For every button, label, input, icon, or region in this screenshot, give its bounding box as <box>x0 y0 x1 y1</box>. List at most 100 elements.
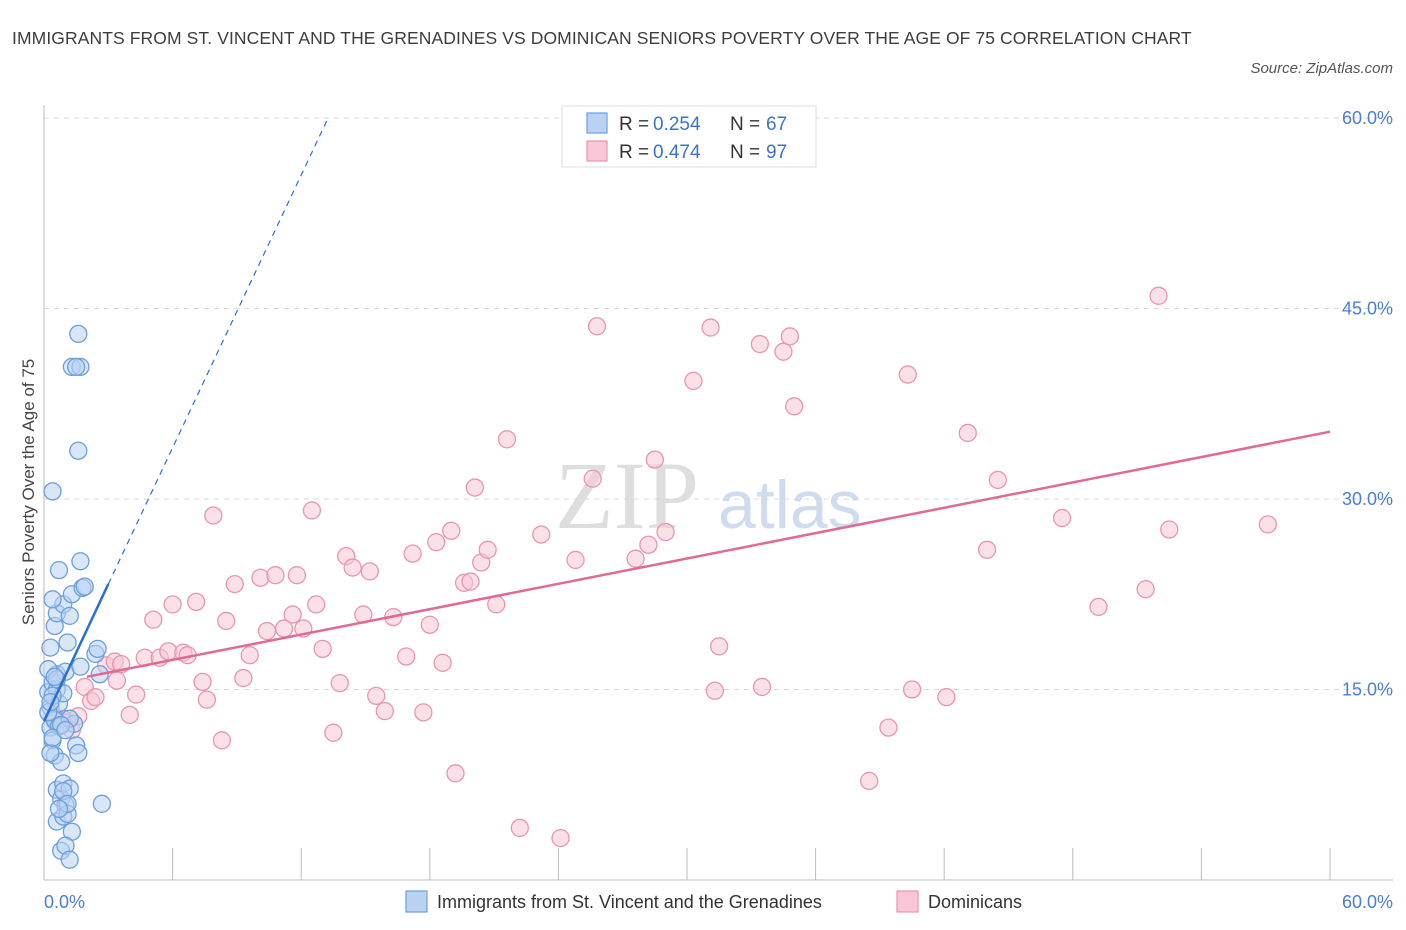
correlation-legend: R = 0.254 N = 67 R = 0.474 N = 97 <box>561 105 817 168</box>
immigrant-point <box>60 850 79 869</box>
immigrant-point <box>71 552 90 571</box>
dominican-point <box>988 470 1007 490</box>
immigrant-point <box>88 639 107 659</box>
tick-labels: 15.0% 30.0% 45.0% 60.0% 0.0% 60.0% <box>44 108 1393 912</box>
immigrant-point <box>69 324 88 344</box>
immigrants-trend-extension <box>107 120 328 585</box>
legend-n-value-2: 97 <box>766 142 787 163</box>
immigrant-point <box>71 657 90 676</box>
immigrant-point <box>49 799 69 819</box>
immigrant-point <box>43 590 62 609</box>
dominican-point <box>1149 286 1168 305</box>
dominican-point <box>645 450 664 469</box>
dominican-point <box>107 671 127 690</box>
immigrant-point <box>56 720 75 740</box>
dominican-point <box>626 549 645 568</box>
dominican-point <box>433 653 452 672</box>
x-tick-label-min: 0.0% <box>44 892 85 912</box>
immigrants-trend-line <box>42 583 110 722</box>
dominican-point <box>420 615 439 634</box>
dominican-point <box>251 568 270 587</box>
dominican-point <box>442 521 461 540</box>
dominican-point <box>684 371 703 391</box>
dominican-point <box>163 595 182 614</box>
y-axis-label: Seniors Poverty Over the Age of 75 <box>19 359 38 625</box>
immigrant-point <box>69 743 88 763</box>
dominican-point <box>1160 520 1179 539</box>
y-tick-label: 60.0% <box>1342 108 1393 128</box>
dominican-point <box>1258 515 1277 534</box>
dominican-point <box>240 646 259 665</box>
legend-r-label-2: R = <box>619 142 649 163</box>
legend-r-label-1: R = <box>619 114 649 135</box>
immigrant-point <box>69 441 88 460</box>
immigrant-point <box>67 357 86 377</box>
dominican-point <box>283 605 302 624</box>
dominican-point <box>212 731 232 750</box>
dominican-point <box>750 334 770 354</box>
bottom-legend-swatch-immigrants <box>405 890 428 913</box>
dominican-point <box>287 566 307 585</box>
bottom-legend-label-immigrants: Immigrants from St. Vincent and the Gren… <box>437 892 822 912</box>
dominican-point <box>397 647 416 666</box>
immigrant-point <box>41 743 60 763</box>
dominican-point <box>958 423 977 443</box>
dominican-point <box>403 544 422 563</box>
dominican-point <box>639 535 658 554</box>
dominican-point <box>587 317 607 336</box>
dominican-point <box>217 611 236 631</box>
legend-n-label-2: N = <box>730 142 760 163</box>
dominican-point <box>977 540 997 559</box>
x-tick-label-max: 60.0% <box>1342 892 1393 912</box>
dominican-point <box>302 501 322 520</box>
series-legend: Immigrants from St. Vincent and the Gren… <box>405 890 1022 913</box>
dominican-point <box>465 478 484 497</box>
dominican-point <box>532 525 551 544</box>
dominican-point <box>551 828 570 848</box>
dominican-point <box>187 592 206 612</box>
dominican-point <box>144 610 163 629</box>
dominican-point <box>313 639 332 659</box>
legend-r-value-2: 0.474 <box>653 142 701 163</box>
dominican-point <box>193 672 212 692</box>
dominican-point <box>225 574 244 594</box>
immigrant-point <box>43 482 62 501</box>
dominican-point <box>774 342 793 361</box>
dominican-point <box>343 558 362 577</box>
dominican-point <box>902 680 922 699</box>
dominican-point <box>860 771 879 791</box>
dominican-point <box>1136 580 1155 599</box>
dominican-point <box>427 533 446 552</box>
bottom-legend-label-dominicans: Dominicans <box>928 892 1022 912</box>
dominican-point <box>360 562 379 581</box>
dominican-point <box>307 595 326 614</box>
y-tick-label: 45.0% <box>1342 299 1393 319</box>
dominican-point <box>879 718 898 737</box>
legend-n-value-1: 67 <box>766 114 787 135</box>
bottom-legend-swatch-dominicans <box>896 890 919 913</box>
dominican-point <box>234 668 253 688</box>
dominican-point <box>656 522 675 542</box>
dominican-point <box>330 674 349 693</box>
immigrant-point <box>58 633 77 652</box>
immigrant-point <box>60 606 79 625</box>
dominican-point <box>86 687 105 707</box>
grid-lines <box>44 117 1393 690</box>
dominican-point <box>324 723 343 742</box>
dominican-point <box>120 705 139 725</box>
dominican-point <box>752 677 772 697</box>
dominican-point <box>375 701 394 721</box>
svg-immigrants-points <box>39 324 112 869</box>
y-tick-label: 30.0% <box>1342 489 1393 509</box>
dominican-point <box>204 506 223 525</box>
immigrant-point <box>45 667 64 686</box>
dominican-point <box>497 430 517 449</box>
dominican-point <box>898 365 917 384</box>
dominican-point <box>785 397 804 416</box>
dominican-point <box>1089 597 1108 617</box>
y-tick-label: 15.0% <box>1342 680 1393 700</box>
watermark-zip: ZIP <box>555 442 699 549</box>
dominican-point <box>705 681 725 700</box>
immigrant-point <box>49 560 69 580</box>
